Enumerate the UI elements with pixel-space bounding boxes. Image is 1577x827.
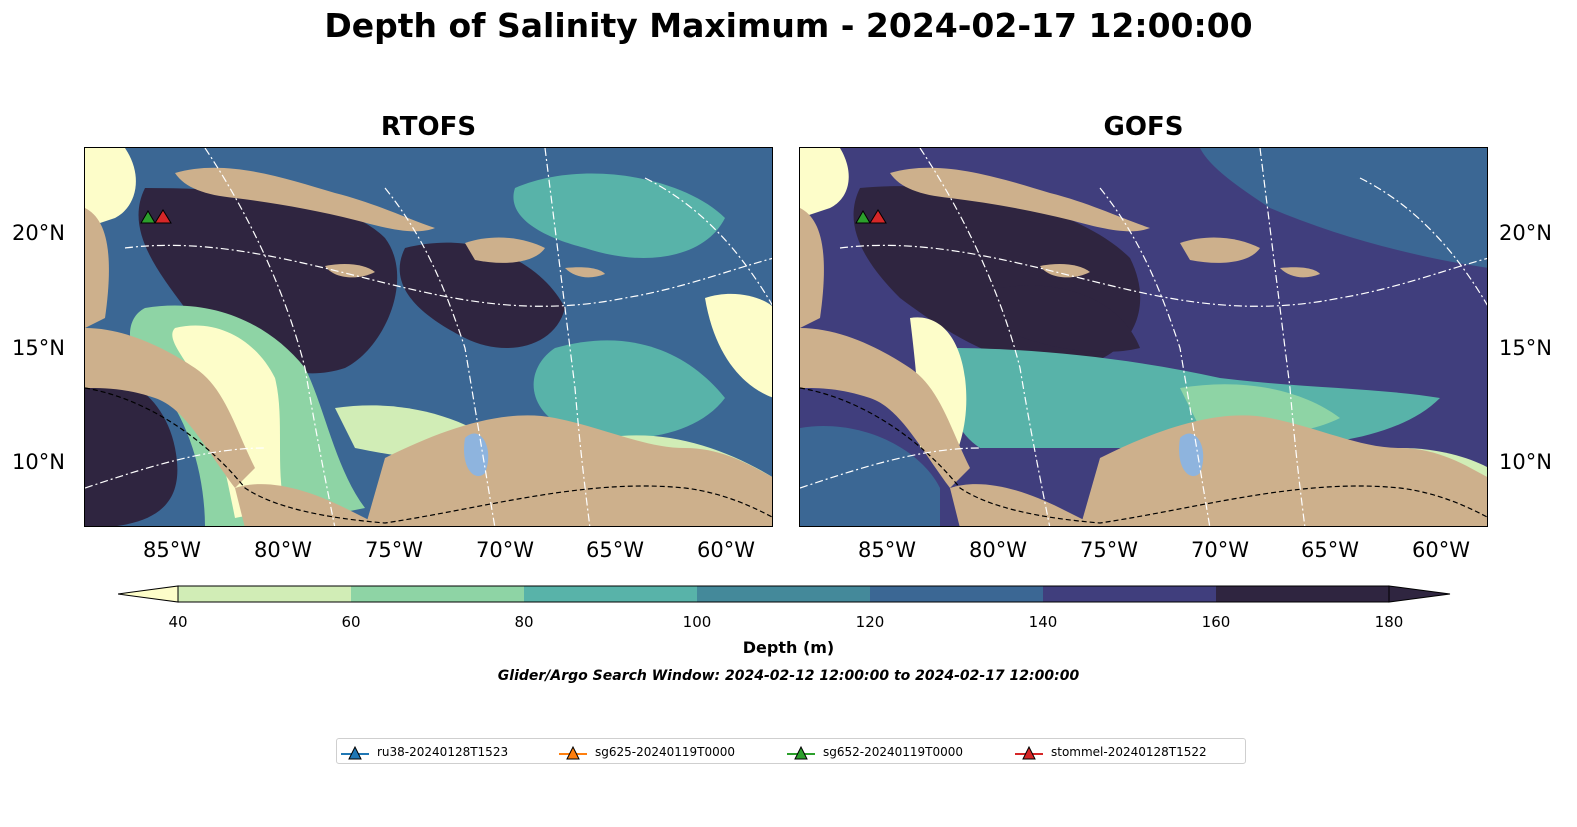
legend-item-stommel: stommel-20240128T1522	[1015, 741, 1207, 763]
triangle-marker-icon	[1015, 745, 1043, 760]
lat-label-10n-left: 10°N	[12, 450, 65, 474]
lon-label-65w-rtofs: 65°W	[586, 538, 644, 562]
legend-label: stommel-20240128T1522	[1051, 745, 1207, 759]
lon-label-85w-rtofs: 85°W	[143, 538, 201, 562]
colorbar-band-100-120	[697, 586, 870, 602]
legend-item-ru38: ru38-20240128T1523	[341, 741, 508, 763]
colorbar-extend-high	[1388, 585, 1451, 603]
colorbar-band-140-160	[1043, 586, 1216, 602]
lon-label-75w-rtofs: 75°W	[365, 538, 423, 562]
rtofs-map[interactable]	[84, 147, 773, 527]
colorbar-tick-120: 120	[855, 613, 885, 631]
legend-item-sg652: sg652-20240119T0000	[787, 741, 963, 763]
colorbar-band-160-180	[1216, 586, 1389, 602]
colorbar-tick-60: 60	[341, 613, 361, 631]
panel-title-gofs: GOFS	[1103, 112, 1184, 142]
colorbar-extend-low	[118, 585, 179, 603]
colorbar-tick-40: 40	[168, 613, 188, 631]
lon-label-85w-gofs: 85°W	[858, 538, 916, 562]
glider-marker-stommel	[869, 209, 887, 224]
gofs-map[interactable]	[799, 147, 1488, 527]
colorbar-tick-100: 100	[682, 613, 712, 631]
lon-label-70w-gofs: 70°W	[1191, 538, 1249, 562]
lon-label-80w-rtofs: 80°W	[254, 538, 312, 562]
lat-label-10n-right: 10°N	[1499, 450, 1552, 474]
colorbar-tick-140: 140	[1028, 613, 1058, 631]
legend-item-sg625: sg625-20240119T0000	[559, 741, 735, 763]
colorbar-tick-160: 160	[1201, 613, 1231, 631]
lon-label-60w-gofs: 60°W	[1412, 538, 1470, 562]
panel-title-rtofs: RTOFS	[380, 112, 477, 142]
lon-label-70w-rtofs: 70°W	[476, 538, 534, 562]
legend-label: sg652-20240119T0000	[823, 745, 964, 759]
lon-label-65w-gofs: 65°W	[1301, 538, 1359, 562]
lat-label-20n-left: 20°N	[12, 221, 65, 245]
lat-label-20n-right: 20°N	[1499, 221, 1552, 245]
colorbar-band-60-80	[351, 586, 524, 602]
triangle-marker-icon	[559, 745, 587, 760]
lat-label-15n-right: 15°N	[1499, 336, 1552, 360]
triangle-marker-icon	[341, 745, 369, 760]
colorbar-tick-180: 180	[1374, 613, 1404, 631]
colorbar-band-120-140	[870, 586, 1043, 602]
lon-label-80w-gofs: 80°W	[969, 538, 1027, 562]
colorbar-band-80-100	[524, 586, 697, 602]
depth-colorbar	[118, 585, 1451, 603]
colorbar-tick-80: 80	[514, 613, 534, 631]
legend-label: ru38-20240128T1523	[377, 745, 509, 759]
colorbar-label: Depth (m)	[742, 638, 835, 657]
glider-legend: ru38-20240128T1523 sg625-20240119T0000 s…	[336, 738, 1246, 764]
glider-marker-stommel	[154, 209, 172, 224]
glider-marker-sg652	[855, 210, 871, 224]
lon-label-75w-gofs: 75°W	[1080, 538, 1138, 562]
triangle-marker-icon	[787, 745, 815, 760]
figure-title: Depth of Salinity Maximum - 2024-02-17 1…	[324, 6, 1253, 45]
colorbar-band-40-60	[178, 586, 351, 602]
legend-label: sg625-20240119T0000	[595, 745, 736, 759]
glider-marker-sg652	[140, 210, 156, 224]
lon-label-60w-rtofs: 60°W	[697, 538, 755, 562]
search-window-text: Glider/Argo Search Window: 2024-02-12 12…	[497, 668, 1080, 684]
lat-label-15n-left: 15°N	[12, 336, 65, 360]
